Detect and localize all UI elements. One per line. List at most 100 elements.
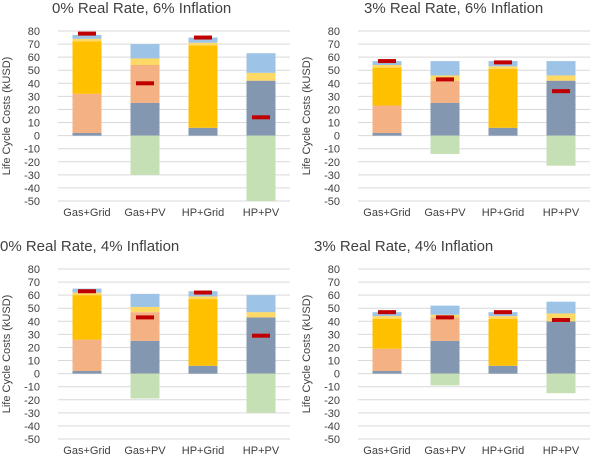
bar-segment-base (372, 371, 402, 374)
y-tick-label: -50 (24, 196, 40, 208)
bar-segment-yellow (72, 41, 102, 94)
y-tick-label: 40 (28, 316, 40, 328)
net-cost-marker (552, 89, 570, 94)
y-tick-label: 0 (34, 369, 40, 381)
x-category-label: Gas+PV (124, 445, 166, 457)
x-category-label: HP+PV (543, 207, 580, 219)
bar-segment-lightyellow (72, 292, 102, 296)
bar-segment-lightblue (246, 53, 276, 73)
y-tick-label: 50 (328, 65, 340, 77)
bar-segment-lightyellow (546, 75, 576, 81)
x-category-label: Gas+Grid (363, 207, 410, 219)
net-cost-marker (436, 77, 454, 82)
bar-segment-lightyellow (546, 313, 576, 322)
net-cost-marker (494, 310, 512, 315)
bar-segment-base (246, 80, 276, 136)
bar-segment-lightblue (546, 61, 576, 76)
y-tick-label: 50 (328, 303, 340, 315)
bar-segment-yellow (372, 67, 402, 106)
x-category-label: Gas+PV (424, 207, 466, 219)
y-tick-label: -50 (324, 196, 340, 208)
bar-segment-green (130, 135, 160, 175)
y-tick-label: 10 (328, 356, 340, 368)
y-tick-label: -30 (324, 170, 340, 182)
y-tick-label: 10 (28, 356, 40, 368)
bar-segment-yellow (72, 295, 102, 340)
bar-segment-orange (72, 339, 102, 371)
y-tick-label: -20 (24, 395, 40, 407)
x-category-label: HP+Grid (482, 445, 525, 457)
chart-panel-0-real-6-inflation: 0% Real Rate, 6% Inflation 80 70 60 50 40 30 2… (0, 0, 300, 238)
x-category-label: Gas+Grid (63, 207, 110, 219)
y-tick-label: -50 (24, 434, 40, 446)
y-tick-label: -10 (324, 144, 340, 156)
bar-segment-base (546, 80, 576, 136)
chart-title: 0% Real Rate, 6% Inflation (52, 0, 232, 17)
bar-segment-base (488, 127, 518, 136)
bar-segment-green (130, 373, 160, 399)
net-cost-marker (252, 333, 270, 338)
bar-segment-orange (372, 105, 402, 133)
bar-segment-lightyellow (488, 316, 518, 319)
y-tick-label: 80 (328, 264, 340, 276)
net-cost-marker (436, 315, 454, 320)
bar-segment-base (72, 371, 102, 374)
chart-panel-0-real-4-inflation: 0% Real Rate, 4% Inflation 80 70 60 50 40 30 2… (0, 238, 300, 476)
net-cost-marker (378, 59, 396, 64)
net-cost-marker (136, 315, 154, 320)
bar-segment-yellow (372, 318, 402, 349)
net-cost-marker (378, 310, 396, 315)
bar-segment-green (246, 135, 276, 201)
y-tick-label: 70 (328, 39, 340, 51)
net-cost-marker (552, 318, 570, 322)
bar-segment-base (430, 340, 460, 374)
y-axis-label: Life Cycle Costs (kUSD) (1, 295, 13, 414)
bar-segment-lightblue (430, 61, 460, 76)
y-tick-label: -40 (324, 183, 340, 195)
y-tick-label: 40 (328, 78, 340, 90)
y-tick-label: 20 (328, 104, 340, 116)
y-tick-label: -20 (24, 157, 40, 169)
y-tick-label: 80 (328, 26, 340, 38)
y-tick-label: 10 (328, 118, 340, 130)
bar-segment-base (72, 133, 102, 136)
bar-segment-lightblue (546, 301, 576, 314)
y-tick-label: 20 (328, 342, 340, 354)
bar-segment-base (188, 365, 218, 374)
y-tick-label: 30 (28, 91, 40, 103)
bar-segment-base (188, 127, 218, 136)
bar-segment-lightyellow (72, 38, 102, 42)
y-axis-label: Life Cycle Costs (kUSD) (1, 57, 13, 176)
y-tick-label: 80 (28, 26, 40, 38)
y-tick-label: -30 (324, 408, 340, 420)
bar-segment-lightblue (246, 295, 276, 313)
bar-segment-base (546, 321, 576, 374)
bar-segment-orange (430, 317, 460, 341)
bar-segment-lightyellow (372, 316, 402, 319)
bar-segment-green (430, 135, 460, 154)
bar-segment-lightblue (130, 44, 160, 59)
y-tick-label: 60 (28, 52, 40, 64)
y-tick-label: 30 (28, 329, 40, 341)
y-tick-label: 80 (28, 264, 40, 276)
bar-segment-lightyellow (130, 58, 160, 65)
y-tick-label: -30 (24, 408, 40, 420)
y-axis-label: Life Cycle Costs (kUSD) (301, 295, 313, 414)
bar-segment-lightyellow (488, 66, 518, 69)
bar-segment-lightblue (188, 37, 218, 43)
bar-segment-orange (430, 80, 460, 103)
bar-segment-lightblue (130, 293, 160, 307)
x-category-label: Gas+Grid (363, 445, 410, 457)
x-category-label: HP+PV (243, 207, 280, 219)
y-tick-label: 0 (334, 131, 340, 143)
net-cost-marker (494, 60, 512, 65)
x-category-label: HP+Grid (482, 207, 525, 219)
y-tick-label: 40 (328, 316, 340, 328)
x-category-label: Gas+Grid (63, 445, 110, 457)
x-category-label: HP+Grid (182, 207, 225, 219)
y-tick-label: 70 (28, 39, 40, 51)
bar-segment-yellow (188, 299, 218, 366)
y-tick-label: -10 (24, 382, 40, 394)
